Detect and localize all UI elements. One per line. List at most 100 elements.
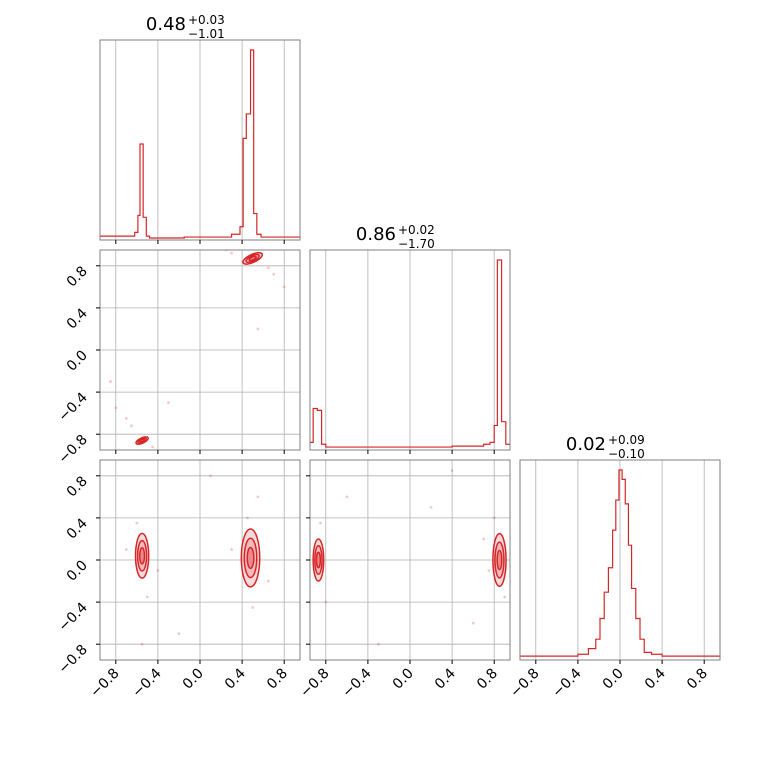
scatter-point	[251, 605, 255, 609]
x-tick-label: 0.8	[684, 666, 711, 693]
y-tick-label: 0.0	[64, 348, 91, 375]
histogram-step-line	[520, 469, 720, 657]
histogram-bin	[622, 479, 625, 658]
panel-title-median: 0.48	[146, 14, 186, 35]
x-tick-label: −0.4	[339, 665, 374, 700]
scatter-point	[135, 521, 139, 525]
histogram-bin	[490, 442, 494, 448]
contour-level-inner	[139, 438, 146, 443]
scatter-point	[503, 595, 507, 599]
y-tick-label: −0.4	[55, 600, 90, 635]
histogram-panel-2	[519, 459, 721, 664]
x-tick-label: 0.0	[600, 666, 627, 693]
scatter-point	[319, 521, 322, 525]
scatter-point	[492, 516, 496, 520]
scatter-point	[230, 251, 233, 255]
histogram-bin	[640, 639, 644, 658]
scatter-point	[114, 406, 118, 410]
scatter-point	[345, 495, 349, 499]
histogram-step-line	[100, 49, 300, 239]
scatter-point	[471, 621, 475, 625]
x-tick-label: 0.4	[642, 665, 669, 692]
histogram-bin	[636, 619, 640, 658]
histogram-bin	[632, 588, 636, 658]
x-tick-label: −0.4	[549, 665, 584, 700]
scatter-point	[109, 380, 112, 383]
scatter-point	[151, 445, 155, 449]
scatter-point	[482, 537, 486, 541]
scatter-point	[272, 272, 276, 276]
histogram-step-line	[310, 259, 510, 448]
y-tick-label: −0.4	[55, 390, 90, 425]
scatter-point	[140, 642, 144, 646]
y-tick-label: 0.4	[64, 305, 91, 332]
scatter-point	[156, 569, 160, 572]
scatter-point	[487, 569, 491, 572]
panel-title-plus: +0.03	[188, 13, 225, 27]
contour-level-inner	[246, 546, 255, 570]
scatter-point	[167, 401, 170, 405]
panel-title-minus: −1.70	[398, 237, 435, 251]
contour-level-inner	[496, 549, 503, 571]
x-tick-label: 0.4	[432, 665, 459, 692]
scatter-point	[282, 285, 286, 289]
contour-inner	[109, 250, 286, 449]
x-tick-label: 0.8	[264, 666, 291, 693]
x-tick-label: −0.4	[129, 665, 164, 700]
panel-title-minus: −1.01	[188, 27, 225, 41]
contour-level-inner	[315, 551, 322, 569]
histogram-bin	[317, 410, 321, 448]
scatter-point	[124, 548, 128, 551]
contour-level-inner	[248, 255, 257, 262]
scatter-point	[245, 516, 249, 520]
contour-inner	[312, 469, 507, 646]
panel-title-plus: +0.02	[398, 223, 435, 237]
panel-title-median: 0.02	[566, 434, 606, 455]
contour-panel-0	[96, 249, 301, 454]
scatter-point	[130, 424, 133, 428]
scatter-point	[145, 595, 149, 599]
histogram-bin	[497, 260, 501, 448]
histogram-bin	[596, 639, 600, 658]
x-tick-label: −0.8	[87, 666, 122, 701]
scatter-point	[324, 600, 328, 604]
histogram-bin	[608, 568, 612, 658]
contour-panel-2	[306, 459, 511, 664]
histogram-bin	[313, 409, 317, 448]
x-tick-label: 0.0	[390, 666, 417, 693]
histogram-bin	[644, 652, 651, 658]
scatter-point	[177, 632, 181, 636]
scatter-point	[267, 579, 270, 583]
histogram-bin	[600, 619, 604, 658]
y-tick-label: 0.4	[64, 515, 91, 542]
x-tick-label: 0.0	[180, 666, 207, 693]
histogram-panel-1	[309, 249, 511, 454]
scatter-point	[124, 417, 128, 420]
y-tick-label: 0.0	[64, 558, 91, 585]
panel-title-median: 0.86	[356, 224, 396, 245]
panel-title-plus: +0.09	[608, 433, 645, 447]
x-tick-label: −0.8	[507, 666, 542, 701]
histogram-panel-0	[99, 39, 301, 244]
scatter-point	[267, 266, 270, 270]
scatter-point	[256, 495, 260, 499]
panel-title-minus: −0.10	[608, 447, 645, 461]
scatter-point	[256, 327, 260, 331]
histogram-bin	[588, 649, 595, 658]
histogram-bin	[246, 114, 250, 238]
x-tick-label: −0.8	[297, 666, 332, 701]
scatter-point	[450, 469, 454, 472]
x-tick-label: 0.4	[222, 665, 249, 692]
y-tick-label: −0.8	[55, 432, 90, 467]
histogram-bin	[502, 422, 506, 448]
corner-plot-panels	[96, 39, 721, 664]
histogram-bin	[604, 592, 608, 658]
scatter-point	[429, 505, 433, 509]
y-tick-label: 0.8	[64, 473, 91, 500]
y-tick-label: −0.8	[55, 642, 90, 677]
scatter-point	[230, 548, 233, 551]
contour-panel-1	[96, 459, 301, 664]
y-tick-label: 0.8	[64, 263, 91, 290]
contour-level-inner	[138, 546, 146, 565]
